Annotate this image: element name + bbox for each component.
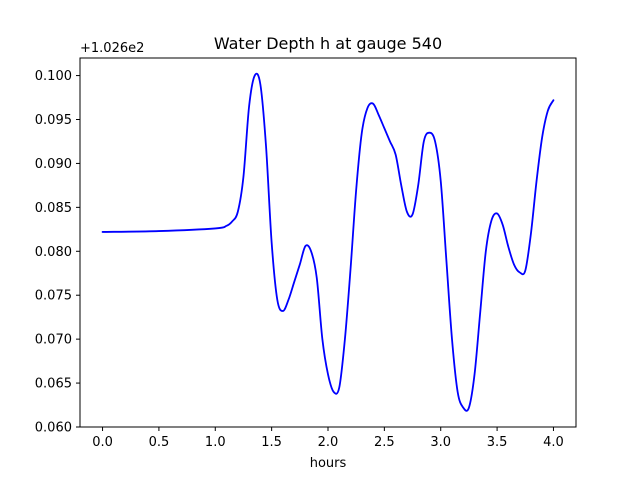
y-tick-label: 0.095 (35, 113, 72, 128)
x-tick-label: 0.0 (92, 435, 113, 450)
plot-area (79, 57, 577, 428)
axes-frame (79, 57, 577, 428)
y-tick-label: 0.100 (35, 69, 72, 84)
y-tick-label: 0.060 (35, 421, 72, 436)
y-tick-label: 0.090 (35, 157, 72, 172)
x-tick-label: 1.0 (205, 435, 226, 450)
x-axis-label: hours (310, 456, 347, 471)
x-tick-label: 0.5 (149, 435, 170, 450)
y-tick-label: 0.065 (35, 377, 72, 392)
x-tick-label: 2.5 (374, 435, 395, 450)
x-axis: 0.0 0.5 1.0 1.5 2.0 2.5 3.0 3.5 4.0 (92, 427, 564, 450)
y-axis: 0.060 0.065 0.070 0.075 0.080 0.085 0.090 0.095… (35, 69, 80, 436)
x-tick-label: 3.0 (430, 435, 451, 450)
y-tick-label: 0.085 (35, 201, 72, 216)
y-tick-label: 0.070 (35, 333, 72, 348)
y-tick-label: 0.075 (35, 289, 72, 304)
x-tick-label: 2.0 (318, 435, 339, 450)
x-tick-label: 3.5 (487, 435, 508, 450)
y-axis-offset-label: +1.026e2 (80, 41, 144, 56)
chart-title: Water Depth h at gauge 540 (214, 34, 442, 53)
y-tick-label: 0.080 (35, 245, 72, 260)
series-line (101, 72, 555, 412)
x-tick-label: 1.5 (261, 435, 282, 450)
x-tick-label: 4.0 (543, 435, 564, 450)
